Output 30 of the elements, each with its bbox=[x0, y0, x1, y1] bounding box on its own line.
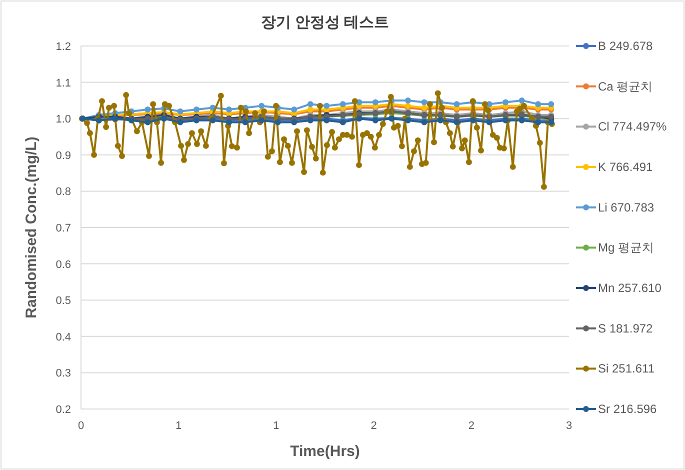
legend-label: Mn 257.610 bbox=[598, 281, 662, 295]
legend-label: Mg 평균치 bbox=[598, 240, 654, 255]
y-tick-label: 0.8 bbox=[56, 186, 71, 198]
legend-label: Li 670.783 bbox=[598, 200, 654, 214]
legend-label: Cl 774.497% bbox=[598, 120, 668, 134]
y-tick-label: 0.7 bbox=[56, 222, 71, 234]
legend-label: Sr 216.596 bbox=[598, 402, 658, 416]
y-tick-label: 1.0 bbox=[56, 114, 71, 126]
y-tick-label: 1.2 bbox=[56, 41, 71, 53]
x-tick-label: 2 bbox=[468, 420, 474, 432]
y-tick-label: 0.4 bbox=[56, 331, 71, 344]
y-tick-label: 0.5 bbox=[56, 295, 71, 308]
y-tick-label: 1.1 bbox=[56, 77, 71, 90]
x-tick-label: 3 bbox=[566, 420, 572, 432]
y-tick-label: 0.6 bbox=[56, 258, 71, 271]
legend-label: Si 251.611 bbox=[598, 362, 655, 376]
y-axis-title: Randomised Conc.(mg/L) bbox=[23, 136, 40, 318]
legend-label: K 766.491 bbox=[598, 160, 654, 174]
x-axis-title: Time(Hrs) bbox=[290, 443, 360, 460]
legend-label: Ca 평균치 bbox=[598, 79, 653, 94]
x-tick-label: 0 bbox=[78, 420, 84, 432]
y-tick-label: 0.3 bbox=[56, 368, 71, 380]
legend-label: S 181.972 bbox=[598, 321, 654, 336]
legend-label: B 249.678 bbox=[598, 39, 654, 53]
x-tick-label: 1 bbox=[273, 420, 280, 432]
y-tick-label: 0.9 bbox=[56, 150, 71, 162]
title: 장기 안정성 테스트 bbox=[260, 14, 390, 31]
y-tick-label: 0.2 bbox=[56, 404, 71, 416]
x-tick-label: 1 bbox=[176, 420, 182, 432]
x-tick-label: 2 bbox=[370, 420, 377, 432]
